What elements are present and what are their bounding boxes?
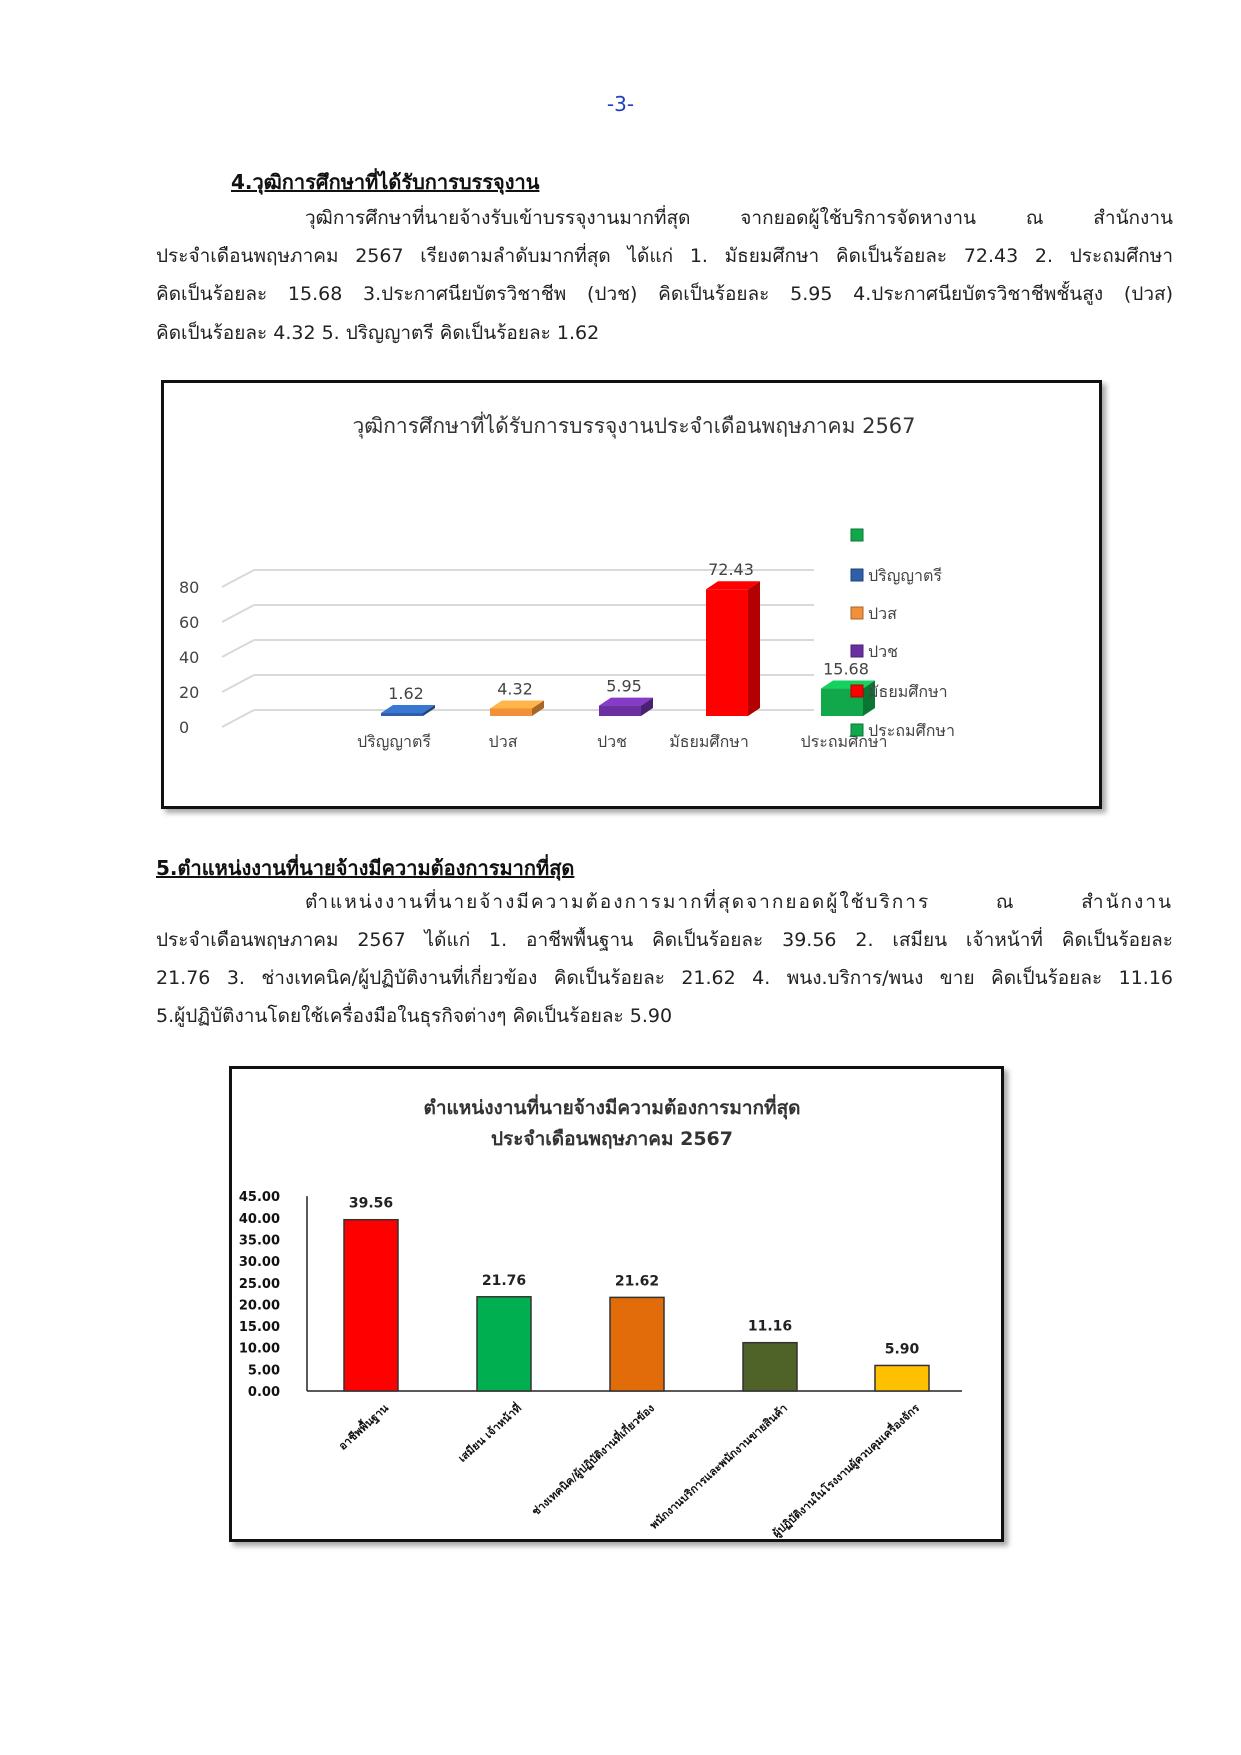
y-tick-label: 20.00: [239, 1298, 280, 1313]
education-chart-title: วุฒิการศึกษาที่ได้รับการบรรจุงานประจำเดื…: [352, 411, 915, 439]
y-tick-label: 10.00: [239, 1342, 280, 1357]
bar-top: [599, 697, 653, 706]
bar-top: [706, 581, 760, 590]
bar: [490, 708, 532, 716]
legend-swatch: [850, 684, 864, 698]
bar-side: [641, 697, 653, 716]
bar: [381, 713, 423, 716]
y-tick-label: 45.00: [239, 1190, 280, 1205]
y-tick-label: 15.00: [239, 1320, 280, 1335]
bar-side: [423, 705, 435, 716]
x-category-label: ช่างเทคนิค/ผู้ปฏิบัติงานที่เกี่ยวข้อง: [528, 1400, 658, 1519]
bar: [706, 589, 748, 716]
legend-swatch: [850, 723, 864, 737]
bar-top: [490, 700, 544, 709]
y-tick-label: 0: [179, 718, 189, 737]
section-5-paragraph-line: ตำแหน่งงานที่นายจ้างมีความต้องการมากที่ส…: [305, 891, 1173, 913]
y-tick-label: 60: [179, 613, 199, 632]
section-4-heading: 4.วุฒิการศึกษาที่ได้รับการบรรจุงาน: [231, 170, 540, 194]
section-5-heading: 5.ตำแหน่งงานที่นายจ้างมีความต้องการมากที…: [156, 856, 575, 880]
bar: [343, 1218, 399, 1392]
data-label: 15.68: [823, 660, 869, 679]
section-5-paragraph-line: 21.76 3. ช่างเทคนิค/ผู้ปฏิบัติงานที่เกี่…: [156, 967, 1173, 989]
x-category-label: เสมียน เจ้าหน้าที่: [454, 1400, 524, 1465]
legend-swatch: [850, 568, 864, 582]
legend-label: มัธยมศึกษา: [868, 682, 948, 701]
education-chart-svg: วุฒิการศึกษาที่ได้รับการบรรจุงานประจำเดื…: [179, 411, 955, 751]
legend-label: ปวช: [868, 642, 898, 661]
legend-swatch: [850, 644, 864, 658]
section-4-paragraph-line: คิดเป็นร้อยละ 4.32 5. ปริญญาตรี คิดเป็นร…: [156, 322, 600, 344]
occupation-chart: ตำแหน่งงานที่นายจ้างมีความต้องการมากที่ส…: [229, 1066, 1004, 1542]
data-label: 5.95: [606, 677, 642, 696]
section-4-paragraph-line: วุฒิการศึกษาที่นายจ้างรับเข้าบรรจุงานมาก…: [305, 207, 1173, 229]
data-label: 11.16: [748, 1319, 792, 1335]
x-category-label: ปริญญาตรี: [357, 732, 431, 751]
gridline: [221, 569, 255, 588]
data-label: 5.90: [885, 1341, 920, 1357]
data-label: 21.76: [482, 1273, 526, 1289]
bar: [476, 1296, 532, 1392]
x-category-label: ปวช: [597, 732, 627, 751]
x-category-label: มัธยมศึกษา: [669, 732, 749, 751]
bar-top: [381, 705, 435, 713]
bar: [599, 705, 641, 716]
data-label: 39.56: [349, 1196, 393, 1212]
section-4-paragraph-line: คิดเป็นร้อยละ 15.68 3.ประกาศนียบัตรวิชาช…: [156, 283, 1173, 305]
education-chart: วุฒิการศึกษาที่ได้รับการบรรจุงานประจำเดื…: [161, 380, 1102, 809]
occupation-chart-subtitle: ประจำเดือนพฤษภาคม 2567: [491, 1128, 733, 1150]
bar: [742, 1341, 798, 1392]
y-tick-label: 30.00: [239, 1255, 280, 1270]
data-label: 4.32: [497, 679, 533, 698]
legend-label: ปวส: [868, 604, 897, 623]
bar: [609, 1296, 665, 1392]
legend-swatch: [850, 606, 864, 620]
gridline: [221, 709, 255, 728]
y-tick-label: 20: [179, 683, 199, 702]
gridline: [221, 604, 255, 623]
data-label: 21.62: [615, 1273, 659, 1289]
y-tick-label: 80: [179, 578, 199, 597]
occupation-chart-svg: ตำแหน่งงานที่นายจ้างมีความต้องการมากที่ส…: [239, 1094, 962, 1541]
legend-label: ประถมศึกษา: [868, 721, 955, 740]
y-tick-label: 0.00: [248, 1385, 280, 1400]
data-label: 1.62: [388, 684, 424, 703]
bar: [874, 1364, 930, 1392]
legend-swatch: [850, 528, 864, 542]
y-tick-label: 35.00: [239, 1233, 280, 1248]
x-category-label: พนักงานบริการและพนักงานขายสินค้า: [647, 1402, 790, 1532]
x-category-label: อาชีพพื้นฐาน: [335, 1400, 392, 1454]
y-tick-label: 40: [179, 648, 199, 667]
section-5-paragraph-line: 5.ผู้ปฏิบัติงานโดยใช้เครื่องมือในธุรกิจต…: [156, 1005, 673, 1027]
bar-side: [863, 680, 875, 716]
bar-side: [532, 700, 544, 716]
gridline: [221, 639, 255, 658]
section-5-paragraph-line: ประจำเดือนพฤษภาคม 2567 ได้แก่ 1. อาชีพพื…: [156, 929, 1173, 951]
gridline: [221, 674, 255, 693]
bar-side: [748, 581, 760, 716]
legend-label: ปริญญาตรี: [868, 566, 942, 585]
x-category-label: ปวส: [489, 732, 518, 751]
y-tick-label: 25.00: [239, 1277, 280, 1292]
y-tick-label: 5.00: [248, 1363, 280, 1378]
x-category-label: ประถมศึกษา: [801, 732, 888, 751]
y-tick-label: 40.00: [239, 1212, 280, 1227]
section-4-paragraph-line: ประจำเดือนพฤษภาคม 2567 เรียงตามลำดับมากท…: [156, 245, 1173, 267]
data-label: 72.43: [708, 560, 754, 579]
page-number: -3-: [606, 92, 635, 116]
x-category-label: ผู้ปฏิบัติงานในโรงงานผู้ควบคุมเครื่องจัก…: [769, 1400, 923, 1539]
occupation-chart-title: ตำแหน่งงานที่นายจ้างมีความต้องการมากที่ส…: [423, 1094, 800, 1120]
